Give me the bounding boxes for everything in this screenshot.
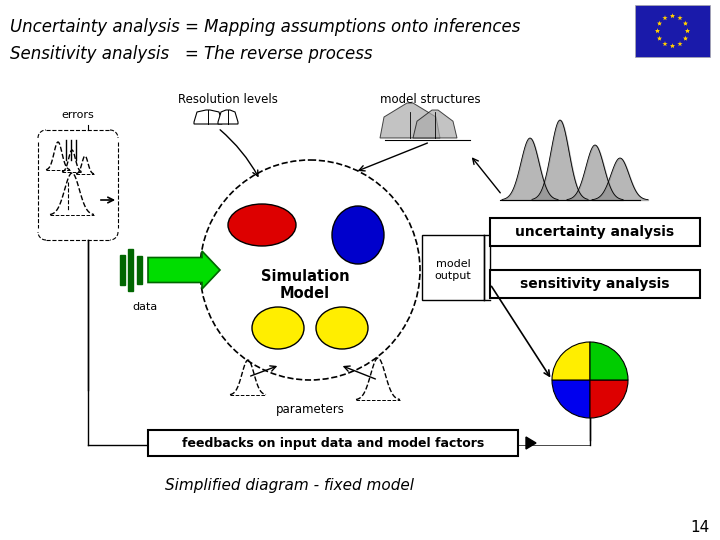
- Polygon shape: [678, 41, 683, 46]
- Ellipse shape: [228, 204, 296, 246]
- Polygon shape: [380, 103, 440, 138]
- Text: Uncertainty analysis = Mapping assumptions onto inferences: Uncertainty analysis = Mapping assumptio…: [10, 18, 521, 36]
- Polygon shape: [218, 110, 238, 124]
- Wedge shape: [552, 380, 590, 418]
- Text: errors: errors: [62, 110, 94, 120]
- Polygon shape: [683, 36, 688, 40]
- Text: feedbacks on input data and model factors: feedbacks on input data and model factor…: [182, 436, 484, 449]
- Wedge shape: [552, 342, 590, 380]
- Ellipse shape: [316, 307, 368, 349]
- Polygon shape: [194, 110, 222, 124]
- Wedge shape: [590, 380, 628, 418]
- Ellipse shape: [252, 307, 304, 349]
- Polygon shape: [685, 28, 690, 33]
- Text: Sensitivity analysis   = The reverse process: Sensitivity analysis = The reverse proce…: [10, 45, 372, 63]
- Ellipse shape: [332, 206, 384, 264]
- Polygon shape: [657, 36, 662, 40]
- FancyArrow shape: [148, 251, 220, 289]
- Bar: [422, 235, 484, 300]
- Text: model structures: model structures: [379, 93, 480, 106]
- Text: data: data: [132, 302, 158, 312]
- Text: Simulation
Model: Simulation Model: [261, 269, 349, 301]
- Polygon shape: [670, 13, 675, 18]
- Polygon shape: [662, 41, 667, 46]
- Polygon shape: [657, 21, 662, 26]
- Polygon shape: [526, 437, 536, 449]
- Polygon shape: [678, 15, 683, 21]
- Bar: [490, 218, 700, 246]
- Polygon shape: [662, 15, 667, 21]
- Bar: [635, 5, 710, 57]
- Polygon shape: [654, 28, 660, 33]
- Polygon shape: [670, 43, 675, 48]
- Bar: [490, 270, 700, 298]
- Text: 14: 14: [690, 520, 710, 535]
- Polygon shape: [683, 21, 688, 26]
- Bar: [120, 255, 125, 285]
- Bar: [128, 249, 133, 291]
- Bar: [137, 256, 142, 284]
- Bar: [148, 430, 518, 456]
- Text: parameters: parameters: [276, 403, 344, 416]
- Text: model
output: model output: [435, 259, 472, 281]
- Circle shape: [200, 160, 420, 380]
- Wedge shape: [590, 342, 628, 380]
- Polygon shape: [413, 110, 457, 138]
- Text: uncertainty analysis: uncertainty analysis: [516, 225, 675, 239]
- Text: sensitivity analysis: sensitivity analysis: [521, 277, 670, 291]
- Text: Resolution levels: Resolution levels: [178, 93, 278, 106]
- Text: Simplified diagram - fixed model: Simplified diagram - fixed model: [165, 478, 414, 493]
